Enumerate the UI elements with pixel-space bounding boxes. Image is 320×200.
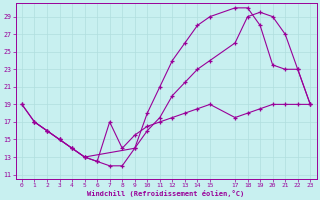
X-axis label: Windchill (Refroidissement éolien,°C): Windchill (Refroidissement éolien,°C) bbox=[87, 190, 245, 197]
